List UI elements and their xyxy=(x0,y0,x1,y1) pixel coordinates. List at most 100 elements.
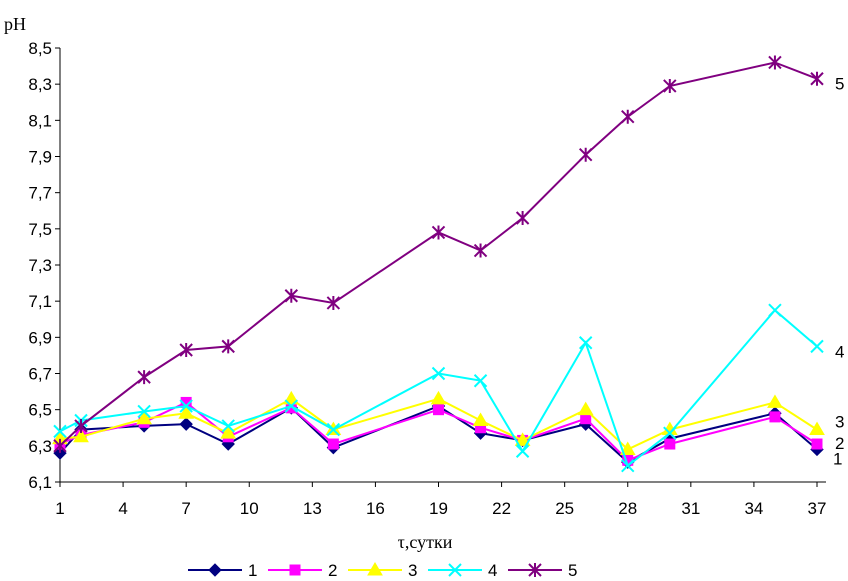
series-3: 3 xyxy=(52,390,844,455)
data-point-marker xyxy=(663,426,677,440)
data-point-marker xyxy=(74,418,88,433)
data-point-marker xyxy=(514,432,531,446)
data-point-marker xyxy=(769,411,781,423)
y-tick-label: 8,5 xyxy=(28,39,52,58)
x-tick-label: 1 xyxy=(55,499,64,518)
legend-label: 5 xyxy=(568,561,577,580)
data-point-marker xyxy=(809,421,825,436)
data-point-marker xyxy=(53,438,67,453)
data-point-marker xyxy=(578,336,593,350)
series-1: 1 xyxy=(53,399,842,469)
y-tick-label: 7,9 xyxy=(28,148,52,167)
series-end-label: 5 xyxy=(835,75,844,94)
data-point-marker xyxy=(619,441,636,455)
x-tick-label: 37 xyxy=(808,499,827,518)
series-end-label: 3 xyxy=(835,413,844,432)
data-point-marker xyxy=(431,225,446,240)
data-point-marker xyxy=(221,339,235,354)
legend-label: 3 xyxy=(408,561,417,580)
x-tick-label: 19 xyxy=(429,499,448,518)
legend-marker xyxy=(528,563,542,577)
data-point-marker xyxy=(327,438,339,450)
y-tick-label: 6,1 xyxy=(28,473,52,492)
data-point-marker xyxy=(473,243,488,258)
series-layer: 12 3 4 5 xyxy=(52,55,844,473)
data-point-marker xyxy=(768,303,782,317)
x-tick-label: 10 xyxy=(240,499,259,518)
data-point-marker xyxy=(179,399,193,413)
data-point-marker xyxy=(137,404,151,419)
data-point-marker xyxy=(137,370,151,385)
data-point-marker xyxy=(515,210,530,225)
y-tick-label: 7,7 xyxy=(28,184,52,203)
y-tick-label: 8,3 xyxy=(28,75,52,94)
legend-label: 4 xyxy=(488,561,497,580)
data-point-marker xyxy=(284,399,299,413)
legend: 1 2 3 4 5 xyxy=(188,561,577,580)
y-tick-label: 7,3 xyxy=(28,256,52,275)
data-point-marker xyxy=(220,425,237,439)
legend-marker xyxy=(367,562,383,576)
data-point-marker xyxy=(326,295,341,310)
data-point-marker xyxy=(283,390,300,405)
y-axis-ticks: 6,1 6,3 6,5 6,7 6,9 7,1 7,3 7,5 7,7 7,9 8,1 8,3 8,5 xyxy=(28,39,60,492)
y-tick-label: 6,9 xyxy=(28,328,52,347)
series-5: 5 xyxy=(53,55,844,453)
data-point-marker xyxy=(577,401,594,416)
data-point-marker xyxy=(179,417,193,431)
data-point-marker xyxy=(621,459,635,473)
legend-label: 2 xyxy=(328,561,337,580)
legend-item-5: 5 xyxy=(508,561,577,580)
legend-marker xyxy=(289,564,301,576)
y-tick-label: 6,7 xyxy=(28,365,52,384)
data-point-marker xyxy=(664,438,676,450)
data-point-marker xyxy=(580,413,592,425)
y-axis-label: pH xyxy=(4,14,26,34)
data-point-marker xyxy=(472,412,489,427)
series-end-label: 1 xyxy=(833,449,842,468)
y-tick-label: 8,1 xyxy=(28,111,52,130)
y-tick-label: 6,3 xyxy=(28,437,52,456)
series-end-label: 4 xyxy=(835,342,844,361)
x-tick-label: 22 xyxy=(492,499,511,518)
x-tick-label: 31 xyxy=(681,499,700,518)
data-point-marker xyxy=(284,288,299,303)
legend-marker xyxy=(208,563,222,577)
data-point-marker xyxy=(73,428,89,443)
data-point-marker xyxy=(578,147,593,162)
x-tick-label: 7 xyxy=(181,499,190,518)
data-point-marker xyxy=(179,342,193,357)
data-point-marker xyxy=(53,424,67,439)
data-point-marker xyxy=(473,374,488,388)
data-point-marker xyxy=(178,405,195,419)
legend-label: 1 xyxy=(248,561,257,580)
x-tick-label: 34 xyxy=(744,499,763,518)
x-tick-label: 16 xyxy=(366,499,385,518)
series-line-5 xyxy=(59,61,818,447)
legend-item-1: 1 xyxy=(188,561,257,580)
series-4: 4 xyxy=(53,303,844,473)
data-point-marker xyxy=(663,78,677,93)
x-tick-label: 4 xyxy=(118,499,127,518)
data-point-marker xyxy=(810,71,824,86)
data-point-marker xyxy=(431,366,446,381)
legend-item-3: 3 xyxy=(348,561,417,580)
x-tick-label: 25 xyxy=(555,499,574,518)
legend-item-4: 4 xyxy=(428,561,497,580)
y-tick-label: 6,5 xyxy=(28,401,52,420)
data-point-marker xyxy=(767,394,783,408)
x-tick-label: 28 xyxy=(618,499,637,518)
x-tick-label: 13 xyxy=(303,499,322,518)
data-point-marker xyxy=(326,422,341,437)
data-point-marker xyxy=(433,404,444,416)
x-axis-ticks: 1 4 7 10 13 16 19 22 25 28 31 34 37 xyxy=(55,482,826,518)
series-end-label: 2 xyxy=(835,434,844,453)
data-point-marker xyxy=(621,109,635,124)
data-point-marker xyxy=(810,339,824,354)
series-line-4 xyxy=(59,308,818,468)
legend-marker xyxy=(448,563,462,577)
y-tick-label: 7,5 xyxy=(28,220,52,239)
legend-item-2: 2 xyxy=(268,561,337,580)
data-point-marker xyxy=(811,438,823,450)
